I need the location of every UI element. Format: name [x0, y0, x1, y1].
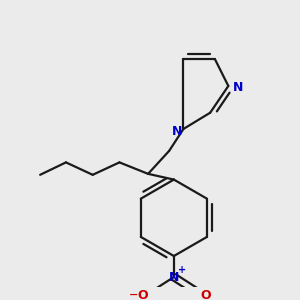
Text: N: N — [233, 81, 243, 94]
Text: N: N — [169, 271, 179, 284]
Text: −: − — [129, 290, 138, 300]
Text: +: + — [178, 265, 187, 275]
Text: N: N — [172, 125, 182, 138]
Text: O: O — [200, 289, 211, 300]
Text: O: O — [137, 289, 148, 300]
